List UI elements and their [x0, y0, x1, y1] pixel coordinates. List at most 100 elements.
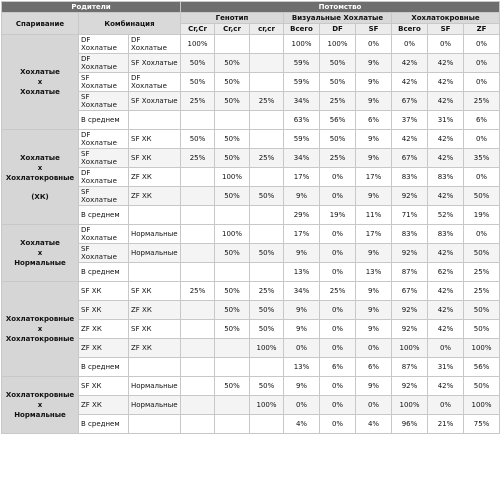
value-cell-czf: 25%: [462, 91, 500, 111]
table-row: SF ХК ZF ХК 50% 50% 9% 0% 9% 92% 42% 50%: [2, 300, 500, 320]
parent2-cell: ZF ХК: [128, 167, 181, 187]
value-cell-czf: 0%: [462, 167, 500, 187]
value-cell-g3: [249, 357, 284, 377]
value-cell-ct: 87%: [391, 357, 428, 377]
value-cell-ct: 87%: [391, 262, 428, 282]
value-cell-ct: 92%: [391, 319, 428, 339]
mating-label-line: Хохлатокровные: [5, 335, 75, 343]
parent2-cell: Нормальные: [128, 376, 181, 396]
value-cell-csf: 42%: [427, 72, 464, 92]
carrier-zf-header: ZF: [462, 23, 500, 35]
value-cell-czf: 50%: [462, 376, 500, 396]
value-cell-g2: [214, 414, 250, 434]
value-cell-vt: 17%: [283, 224, 320, 244]
value-cell-csf: 83%: [427, 167, 464, 187]
parent1-cell: ZF ХК: [78, 338, 129, 358]
value-cell-vt: 9%: [283, 376, 320, 396]
value-cell-g3: [249, 129, 284, 149]
parent1-cell: В среднем: [78, 205, 129, 225]
value-cell-g1: 25%: [180, 91, 215, 111]
value-cell-czf: 56%: [462, 357, 500, 377]
mating-label-line: [4, 183, 76, 192]
value-cell-g1: [180, 110, 215, 130]
parent2-cell: Нормальные: [128, 395, 181, 415]
value-cell-csf: 0%: [427, 34, 464, 54]
value-cell-vt: 0%: [283, 395, 320, 415]
value-cell-czf: 25%: [462, 262, 500, 282]
table-row: DF Хохлатые ZF ХК 100% 17% 0% 17% 83% 83% 0%: [2, 167, 500, 187]
value-cell-vdf: 25%: [319, 281, 356, 301]
parent1-cell: В среднем: [78, 262, 129, 282]
value-cell-g3: 50%: [249, 243, 284, 263]
value-cell-g1: 50%: [180, 53, 215, 73]
value-cell-vsf: 9%: [355, 281, 392, 301]
parent2-cell: SF Хохлатые: [128, 53, 181, 73]
mating-label-line: x: [37, 249, 43, 257]
visual-total-header: Всего: [283, 23, 320, 35]
value-cell-vt: 13%: [283, 262, 320, 282]
value-cell-czf: 50%: [462, 243, 500, 263]
genotype-recessive-header: cr,cr: [249, 23, 284, 35]
parents-header: Родители: [1, 1, 181, 13]
value-cell-vdf: 0%: [319, 395, 356, 415]
value-cell-g3: 25%: [249, 281, 284, 301]
value-cell-ct: 0%: [391, 34, 428, 54]
table-row: В среднем 13% 6% 6% 87% 31% 56%: [2, 357, 500, 377]
mating-label-line: Хохлатые: [20, 68, 60, 76]
value-cell-g2: 50%: [214, 319, 250, 339]
value-cell-g3: [249, 224, 284, 244]
value-cell-ct: 67%: [391, 91, 428, 111]
value-cell-ct: 37%: [391, 110, 428, 130]
value-cell-vt: 59%: [283, 72, 320, 92]
table-row: ZF ХК ZF ХК 100% 0% 0% 0% 100% 0% 100%: [2, 338, 500, 358]
parent1-cell: ZF ХК: [78, 395, 129, 415]
value-cell-vsf: 9%: [355, 186, 392, 206]
value-cell-czf: 50%: [462, 300, 500, 320]
value-cell-g2: 50%: [214, 53, 250, 73]
genotype-header: Генотип: [180, 12, 284, 24]
value-cell-vdf: 0%: [319, 376, 356, 396]
table-row: Хохлатые x Хохлатокровные (ХК) DF Хохлатые SF…: [1, 129, 500, 225]
value-cell-g3: 50%: [249, 186, 284, 206]
table-row: Хохлатые x Нормальные DF Хохлатые Нормальные…: [1, 224, 500, 282]
table-row: Хохлатые x Хохлатые DF Хохлатые DF Хохлатые 1…: [1, 34, 500, 130]
parent1-cell: SF ХК: [78, 300, 129, 320]
mating-label-line: Нормальные: [14, 411, 66, 419]
value-cell-g3: 100%: [249, 395, 284, 415]
value-cell-csf: 0%: [427, 395, 464, 415]
parent1-cell: SF Хохлатые: [78, 243, 129, 263]
value-cell-czf: 50%: [462, 319, 500, 339]
table-row: В среднем 4% 0% 4% 96% 21% 75%: [2, 414, 500, 434]
value-cell-csf: 42%: [427, 186, 464, 206]
value-cell-vsf: 9%: [355, 148, 392, 168]
parent2-cell: ZF ХК: [128, 186, 181, 206]
value-cell-g2: [214, 357, 250, 377]
value-cell-vt: 9%: [283, 186, 320, 206]
value-cell-vdf: 50%: [319, 53, 356, 73]
value-cell-g2: 50%: [214, 148, 250, 168]
mating-label-line: Нормальные: [14, 259, 66, 267]
value-cell-vsf: 9%: [355, 300, 392, 320]
value-cell-ct: 42%: [391, 72, 428, 92]
mating-label-line: x: [37, 78, 43, 86]
value-cell-ct: 100%: [391, 395, 428, 415]
value-cell-g2: 50%: [214, 186, 250, 206]
value-cell-g3: 25%: [249, 91, 284, 111]
value-cell-g3: 100%: [249, 338, 284, 358]
table-row: SF Хохлатые DF Хохлатые 50% 50% 59% 50% 9% 42% 4…: [2, 72, 500, 92]
mating-group-label: Хохлатые x Хохлатые: [1, 34, 79, 130]
table-row: SF Хохлатые SF ХК 25% 50% 25% 34% 25% 9% 67% 42% 3…: [2, 148, 500, 168]
value-cell-csf: 42%: [427, 319, 464, 339]
value-cell-czf: 19%: [462, 205, 500, 225]
value-cell-vdf: 25%: [319, 91, 356, 111]
value-cell-g1: 25%: [180, 281, 215, 301]
value-cell-csf: 42%: [427, 91, 464, 111]
value-cell-csf: 42%: [427, 281, 464, 301]
value-cell-vt: 63%: [283, 110, 320, 130]
value-cell-czf: 0%: [462, 34, 500, 54]
parent2-cell: SF Хохлатые: [128, 91, 181, 111]
value-cell-g1: [180, 243, 215, 263]
mating-group-label: Хохлатые x Нормальные: [1, 224, 79, 282]
mating-label-line: x: [37, 325, 43, 333]
crest-carriers-header: Хохлатокровные: [390, 12, 500, 24]
